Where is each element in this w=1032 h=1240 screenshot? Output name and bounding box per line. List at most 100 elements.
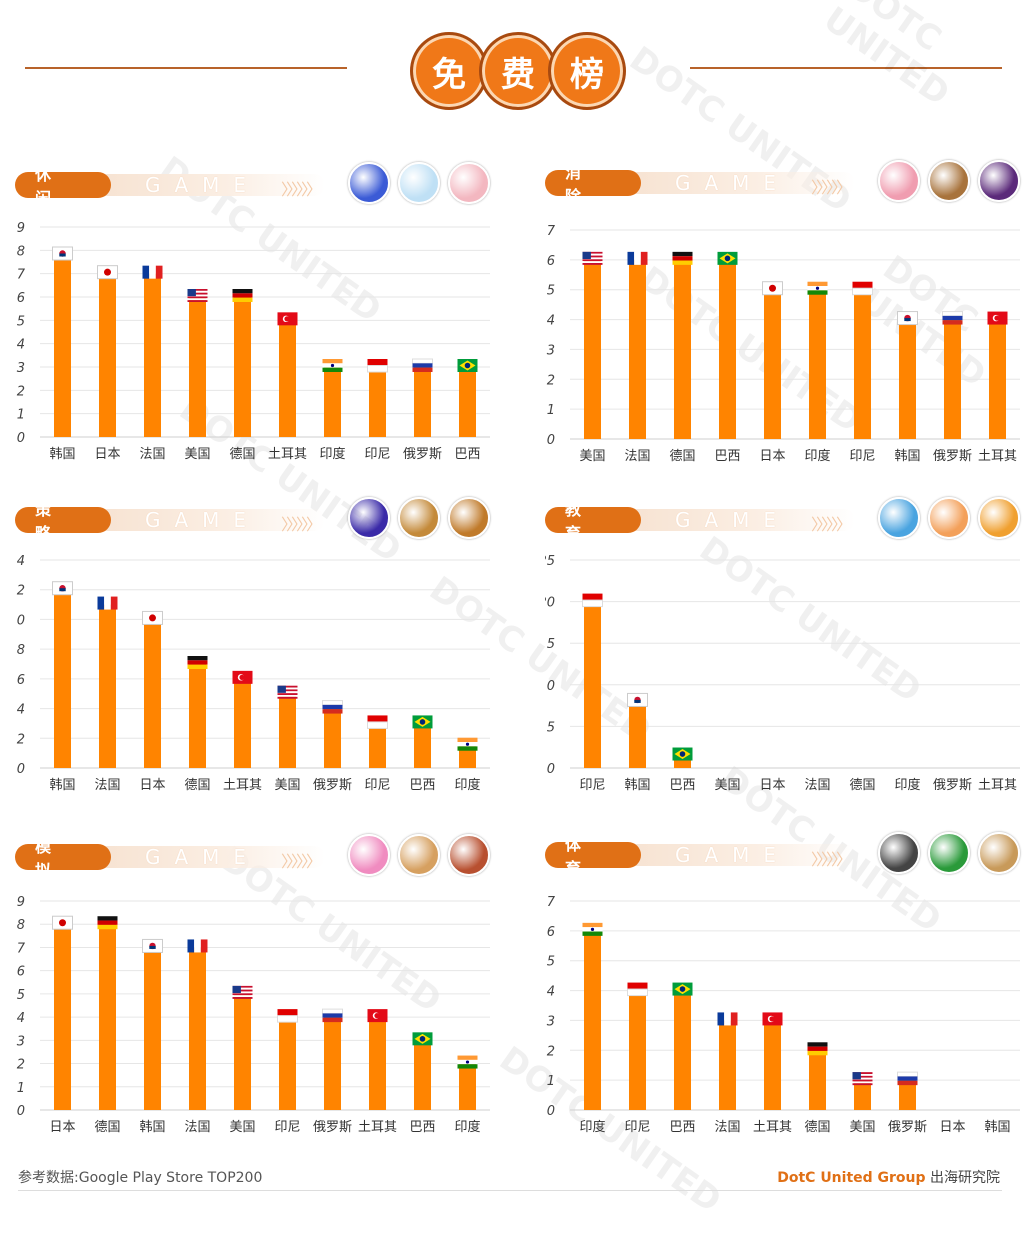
- x-tick-label: 德国: [669, 449, 695, 464]
- bar-chart: 0 1 2 3 4 5 6 7 8 9 日本 德国 韩国 法国 美国 印尼 俄罗斯 土耳其 巴西 印度: [17, 895, 490, 1135]
- golf-game-icon: [928, 832, 970, 874]
- y-tick-label: 9: [17, 895, 25, 910]
- category-title: 休 闲: [15, 165, 111, 208]
- x-tick-label: 俄罗斯: [403, 447, 442, 462]
- flag-icon-id: [582, 593, 603, 608]
- x-tick-label: 韩国: [624, 778, 650, 793]
- x-tick-label: 韩国: [49, 778, 75, 793]
- title-char-1: 免: [410, 32, 488, 110]
- y-tick-label: 3: [17, 361, 25, 376]
- bar: [629, 701, 646, 768]
- hero-game-icon: [448, 834, 490, 876]
- bar: [809, 289, 826, 439]
- y-tick-label: 5: [17, 988, 25, 1003]
- knight-game-icon: [398, 497, 440, 539]
- category-band: GAME 〉〉〉〉〉〉: [605, 843, 855, 869]
- chevrons-decoration: 〉〉〉〉〉〉: [280, 515, 322, 534]
- x-tick-label: 印度: [454, 777, 480, 793]
- x-tick-label: 韩国: [894, 449, 920, 464]
- flag-icon-kr: [52, 246, 73, 261]
- flag-icon-de: [672, 251, 693, 265]
- y-tick-label: 5: [547, 720, 555, 735]
- flag-icon-tr: [987, 311, 1008, 325]
- brand-name: DotC United Group: [777, 1170, 926, 1186]
- bar: [764, 1020, 781, 1110]
- flag-icon-jp: [97, 265, 118, 280]
- y-tick-label: 8: [17, 643, 25, 658]
- bar: [719, 259, 736, 439]
- bar: [899, 1080, 916, 1110]
- y-tick-label: 6: [17, 673, 25, 688]
- flag-icon-in: [807, 281, 828, 295]
- bar: [369, 1017, 386, 1110]
- band-word: GAME: [145, 508, 261, 532]
- y-tick-label: 5: [547, 284, 555, 299]
- category-title: 体 育: [545, 835, 641, 878]
- x-tick-label: 巴西: [669, 1120, 695, 1135]
- category-title: 模 拟: [15, 837, 111, 880]
- y-tick-label: 0: [17, 1104, 25, 1119]
- girl-game-icon: [978, 160, 1020, 202]
- y-tick-label: 0: [547, 1104, 555, 1119]
- y-tick-label: 10: [545, 679, 555, 694]
- x-tick-label: 印度: [804, 448, 830, 464]
- x-tick-label: 印尼: [849, 449, 875, 464]
- flag-icon-de: [232, 289, 253, 302]
- flag-icon-tr: [277, 312, 298, 326]
- flag-icon-us: [187, 289, 208, 302]
- flag-icon-de: [187, 656, 208, 669]
- blocks-game-icon: [928, 160, 970, 202]
- chef-game-icon: [398, 834, 440, 876]
- bar: [324, 1017, 341, 1110]
- flag-icon-kr: [142, 938, 163, 953]
- category-chart-panel: 教 育 GAME 〉〉〉〉〉〉 0 5 10 15 20 25 印尼 韩国 巴西 美国 日本 法国 德国 印度…: [545, 497, 1025, 807]
- bar: [584, 259, 601, 439]
- y-tick-label: 9: [17, 221, 25, 236]
- y-tick-label: 6: [17, 291, 25, 306]
- x-tick-label: 日本: [939, 1120, 965, 1135]
- bar: [234, 678, 251, 768]
- flag-icon-jp: [142, 610, 163, 625]
- bar: [234, 993, 251, 1110]
- bar: [629, 990, 646, 1110]
- y-tick-label: 1: [547, 1074, 555, 1089]
- chevrons-decoration: 〉〉〉〉〉〉: [280, 180, 322, 199]
- band-word: GAME: [675, 171, 791, 195]
- x-tick-label: 韩国: [49, 447, 75, 462]
- title-divider-left: [25, 67, 347, 69]
- x-tick-label: 法国: [94, 778, 120, 793]
- bar: [459, 1063, 476, 1110]
- title-char-2: 费: [479, 32, 557, 110]
- y-tick-label: 1: [17, 408, 25, 423]
- bar: [279, 1017, 296, 1110]
- y-tick-label: 0: [547, 433, 555, 448]
- family-game-icon: [348, 834, 390, 876]
- princess-game-icon: [878, 160, 920, 202]
- title-divider-right: [690, 67, 1002, 69]
- bar: [674, 990, 691, 1110]
- y-tick-label: 7: [547, 895, 556, 910]
- game-icons: [348, 497, 490, 539]
- flag-icon-us: [232, 985, 253, 999]
- bar: [369, 367, 386, 437]
- x-tick-label: 韩国: [984, 1120, 1010, 1135]
- bar: [764, 289, 781, 439]
- panda-game-icon: [878, 497, 920, 539]
- x-tick-label: 印度: [894, 777, 920, 793]
- bar: [99, 604, 116, 768]
- category-band: GAME 〉〉〉〉〉〉: [605, 508, 855, 534]
- bar: [809, 1050, 826, 1110]
- chevrons-decoration: 〉〉〉〉〉〉: [810, 515, 852, 534]
- y-tick-label: 20: [545, 596, 555, 611]
- flag-icon-tr: [367, 1009, 388, 1023]
- y-tick-label: 25: [545, 554, 555, 569]
- category-band: GAME 〉〉〉〉〉〉: [75, 508, 325, 534]
- x-tick-label: 美国: [714, 778, 740, 793]
- y-tick-label: 3: [547, 1014, 555, 1029]
- flag-icon-kr: [627, 692, 648, 707]
- flag-icon-us: [277, 685, 298, 699]
- flag-icon-in: [582, 922, 603, 936]
- x-tick-label: 法国: [139, 447, 165, 462]
- y-tick-label: 3: [17, 1034, 25, 1049]
- flag-icon-ru: [412, 358, 433, 372]
